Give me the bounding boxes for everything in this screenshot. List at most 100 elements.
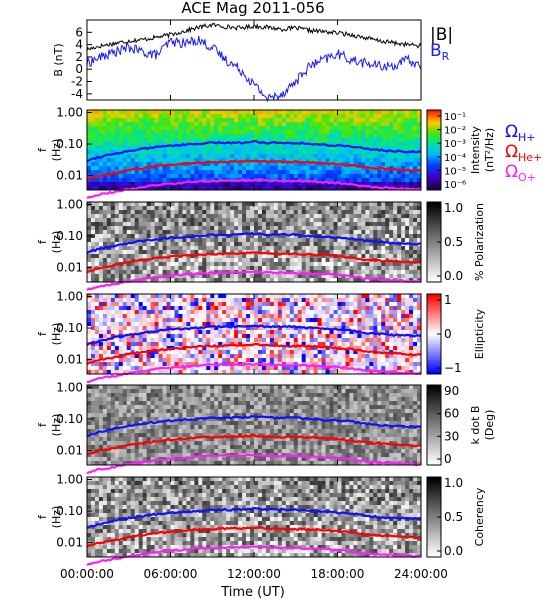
- panel-1-colorbar-step: [427, 130, 441, 133]
- panel-5-colorbar-step: [427, 535, 441, 538]
- panel-2-colorbar-step: [427, 280, 441, 283]
- panel-5-colorbar-step: [427, 479, 441, 482]
- panel-3-colorbar-step: [427, 308, 441, 311]
- panel-4-colorbar-step: [427, 399, 441, 402]
- panel-1-colorbar-step: [427, 158, 441, 161]
- legend-helium-gyrofrequency: ΩHe+: [505, 142, 542, 164]
- panel-3-ytick-label: 1.00: [56, 289, 83, 303]
- panel-3-colorbar-step: [427, 330, 441, 333]
- panel-4-colorbar-step: [427, 451, 441, 454]
- panel-2-colorbar-step: [427, 226, 441, 229]
- panel-4-colorbar-step: [427, 389, 441, 392]
- panel-4-colorbar-step: [427, 407, 441, 410]
- panel-2-colorbar-step: [427, 266, 441, 269]
- series-line-total-field: [86, 22, 422, 51]
- panel-2-colorbar-step: [427, 262, 441, 265]
- panel-1-colorbar-step: [427, 140, 441, 143]
- x-axis-label: Time (UT): [220, 585, 285, 600]
- panel-1-colorbar-step: [427, 168, 441, 171]
- panel-2-colorbar-step: [427, 208, 441, 211]
- panel-3-colorbar-step: [427, 332, 441, 335]
- panel-5-colorbar-step: [427, 495, 441, 498]
- panel-5-colorbar-step: [427, 505, 441, 508]
- panel-4-colorbar-step: [427, 463, 441, 466]
- panel-5-colorbar-step: [427, 521, 441, 524]
- panel-4-colorbar-step: [427, 385, 441, 388]
- panel-1-colorbar-step: [427, 128, 441, 131]
- panel-1-colorbar-tick-label: 10⁻³: [444, 139, 466, 150]
- panel-4-colorbar-step: [427, 443, 441, 446]
- panel-2-colorbar-step: [427, 242, 441, 245]
- panel-3-colorbar-step: [427, 338, 441, 341]
- panel-5-colorbar-step: [427, 507, 441, 510]
- panel-1-proton-gyrofrequency-line: [86, 139, 422, 163]
- panel-5-colorbar-step: [427, 503, 441, 506]
- panel-4-colorbar-step: [427, 459, 441, 462]
- panel-1-colorbar-step: [427, 146, 441, 149]
- panel-2-colorbar-step: [427, 250, 441, 253]
- mag-ytick-label: 6: [75, 25, 83, 39]
- panel-1-ytick-label: 0.10: [56, 137, 83, 151]
- panel-4-colorbar-step: [427, 413, 441, 416]
- panel-3-colorbar-step: [427, 362, 441, 365]
- panel-5-colorbar-step: [427, 511, 441, 514]
- panel-3-colorbar-step: [427, 340, 441, 343]
- panel-5-colorbar-step: [427, 501, 441, 504]
- panel-3-colorbar-step: [427, 356, 441, 359]
- panel-3-colorbar-step: [427, 334, 441, 337]
- panel-1-colorbar-step: [427, 110, 441, 113]
- panel-5-ylabel-f: f: [36, 514, 49, 519]
- panel-5-colorbar-step: [427, 529, 441, 532]
- panel-1-colorbar-step: [427, 182, 441, 185]
- panel-1-colorbar-step: [427, 184, 441, 187]
- panel-1-colorbar-step: [427, 132, 441, 135]
- panel-2-colorbar-step: [427, 248, 441, 251]
- panel-4-colorbar-tick-label: 60: [444, 407, 459, 421]
- panel-2-colorbar-step: [427, 216, 441, 219]
- panel-2-ytick-label: 0.10: [56, 229, 83, 243]
- panel-5-colorbar-tick-label: 1.0: [444, 476, 463, 490]
- x-tick-label-0: 00:00:00: [60, 567, 114, 581]
- panel-2-colorbar-step: [427, 222, 441, 225]
- panel-1-colorbar-step: [427, 136, 441, 139]
- panel-2-colorbar-step: [427, 218, 441, 221]
- panel-2-helium-gyrofrequency-line: [86, 251, 422, 274]
- panel-4-colorbar-step: [427, 387, 441, 390]
- panel-1-colorbar-step: [427, 112, 441, 115]
- panel-5-colorbar-step: [427, 531, 441, 534]
- panel-2-colorbar-step: [427, 240, 441, 243]
- panel-0-frame: [86, 19, 422, 101]
- panel-2-colorbar-step: [427, 202, 441, 205]
- panel-3-colorbar-step: [427, 312, 441, 315]
- panel-3-colorbar-step: [427, 344, 441, 347]
- panel-3-colorbar-step: [427, 306, 441, 309]
- panel-1-ylabel-f: f: [36, 147, 49, 152]
- panel-2-colorbar-tick-label: 0.5: [444, 235, 463, 249]
- panel-2-colorbar-step: [427, 246, 441, 249]
- panel-2-colorbar-step: [427, 220, 441, 223]
- panel-2-colorbar-step: [427, 278, 441, 281]
- panel-4-colorbar-step: [427, 449, 441, 452]
- panel-5-colorbar-tick-label: 0.5: [444, 510, 463, 524]
- panel-5-helium-gyrofrequency-line: [86, 526, 422, 548]
- panel-3-ytick-label: 0.01: [56, 353, 83, 367]
- panel-3-helium-gyrofrequency-line: [86, 343, 422, 365]
- panel-3-colorbar-step: [427, 342, 441, 345]
- panel-2-colorbar-step: [427, 212, 441, 215]
- panel-5-colorbar-tick-label: 0.0: [444, 544, 463, 558]
- panel-2-colorbar-step: [427, 206, 441, 209]
- panel-1-ylabel-hz: (Hz): [50, 139, 63, 162]
- panel-2-colorbar-step: [427, 224, 441, 227]
- panel-3-colorbar-step: [427, 294, 441, 297]
- panel-3-colorbar-step: [427, 358, 441, 361]
- panel-2-ylabel-hz: (Hz): [50, 231, 63, 254]
- panel-1-colorbar-step: [427, 176, 441, 179]
- panel-4-colorbar-step: [427, 411, 441, 414]
- panel-5-colorbar-step: [427, 549, 441, 552]
- panel-2-colorbar-step: [427, 274, 441, 277]
- panel-2-colorbar-step: [427, 238, 441, 241]
- panel-4-colorbar-step: [427, 403, 441, 406]
- panel-4-proton-gyrofrequency-line: [86, 414, 422, 438]
